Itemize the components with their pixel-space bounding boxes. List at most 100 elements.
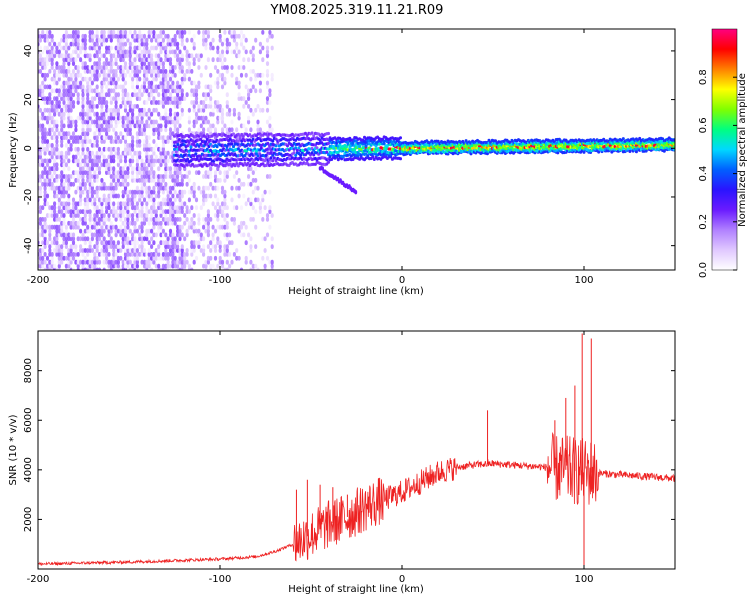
spectrogram-cell [183,221,186,226]
spectrogram-cell [115,81,118,86]
spectrogram-cell [157,244,160,249]
spectrogram-cell [145,201,148,206]
spectrogram-cell [48,159,51,164]
spectrogram-cell [150,81,153,86]
spectrogram-cell [216,236,219,241]
spectrogram-cell [233,30,236,35]
spectrogram-cell [193,182,196,187]
spectrogram-cell [143,198,146,203]
spectrogram-cell [169,77,172,82]
spectrogram-cell [188,77,191,82]
spectrogram-cell [98,73,101,78]
spectrogram-cell [103,182,106,187]
spectrogram-cell [148,135,151,140]
spectrogram-cell [176,42,179,47]
spectrogram-cell [186,182,189,187]
spectrogram-cell [157,53,160,58]
spectrogram-cell [133,221,136,226]
spectrogram-cell [252,46,255,51]
spectrogram-cell [152,198,155,203]
spectrogram-cell [96,256,99,261]
spectrogram-cell [209,240,212,245]
spectrogram-cell [176,240,179,245]
spectrogram-cell [190,217,193,222]
spectrogram-cell [221,42,224,47]
spectrogram-cell [186,50,189,55]
spectrogram-cell [131,77,134,82]
spectrogram-cell [65,225,68,230]
spectrogram-cell [41,112,44,117]
spectrogram-cell [136,248,139,253]
spectrogram-cell [162,61,165,66]
spectrogram-cell [245,50,248,55]
spectrogram-cell [53,264,56,269]
spectrogram-cell [209,256,212,261]
spectrogram-cell [183,236,186,241]
spectrogram-cell [96,104,99,109]
spectrogram-cell [122,166,125,171]
spectrogram-cell [167,151,170,156]
spectrogram-cell [249,50,252,55]
spectrogram-cell [44,217,47,222]
spectrogram-cell [145,100,148,105]
spectrogram-cell [169,229,172,234]
spectrogram-cell [157,92,160,97]
spectrogram-cell [232,132,235,135]
spectrogram-cell [252,170,255,175]
spectrogram-cell [171,194,174,199]
spectrogram-cell [150,53,153,58]
spectrogram-cell [242,104,245,109]
spectrogram-cell [62,124,65,129]
spectrogram-cell [148,240,151,245]
spectrogram-cell [230,186,233,191]
spectrogram-cell [89,53,92,58]
spectrogram-cell [216,46,219,51]
spectrogram-cell [79,162,82,167]
spectrogram-cell [261,57,264,62]
spectrogram-cell [271,213,274,218]
spectrogram-cell [39,186,42,191]
spectrogram-cell [254,38,257,43]
spectrogram-cell [53,69,56,74]
spectrogram-cell [164,108,167,113]
spectrogram-cell [207,30,210,35]
spectrogram-cell [124,73,127,78]
spectrogram-cell [53,42,56,47]
spectrogram-cell [228,42,231,47]
spectrogram-cell [44,166,47,171]
spectrogram-cell [235,170,238,175]
spectrogram-cell [242,96,245,101]
spectrogram-cell [238,50,241,55]
spectrogram-cell [186,260,189,265]
spectrogram-cell [107,252,110,257]
spectrogram-cell [193,57,196,62]
spectrogram-cell [96,30,99,35]
spectrogram-cell [67,46,70,51]
spectrogram-cell [209,85,212,90]
spectrogram-cell [233,217,236,222]
spectrogram-cell [55,96,58,101]
spectrogram-cell [72,69,75,74]
spectrogram-cell [230,127,233,132]
spectrogram-cell [77,30,80,35]
spectrogram-cell [124,88,127,93]
spectrogram-cell [235,205,238,210]
spectrogram-cell [155,120,158,125]
spectrogram-cell [58,88,61,93]
spectrogram-cell [216,69,219,74]
spectrogram-cell [271,46,274,51]
spectrogram-cell [240,30,243,35]
spectrogram-cell [119,248,122,253]
spectrogram-cell [254,178,257,183]
spectrogram-cell [159,57,162,62]
spectrogram-cell [164,69,167,74]
spectrogram-cell [152,147,155,152]
spectrogram-cell [245,85,248,90]
spectrogram-cell [202,127,205,132]
spectrogram-cell [67,194,70,199]
spectrogram-cell [51,143,54,148]
spectrogram-cell [105,100,108,105]
spectrogram-cell [176,53,179,58]
spectrogram-cell [129,42,132,47]
spectrogram-cell [152,186,155,191]
